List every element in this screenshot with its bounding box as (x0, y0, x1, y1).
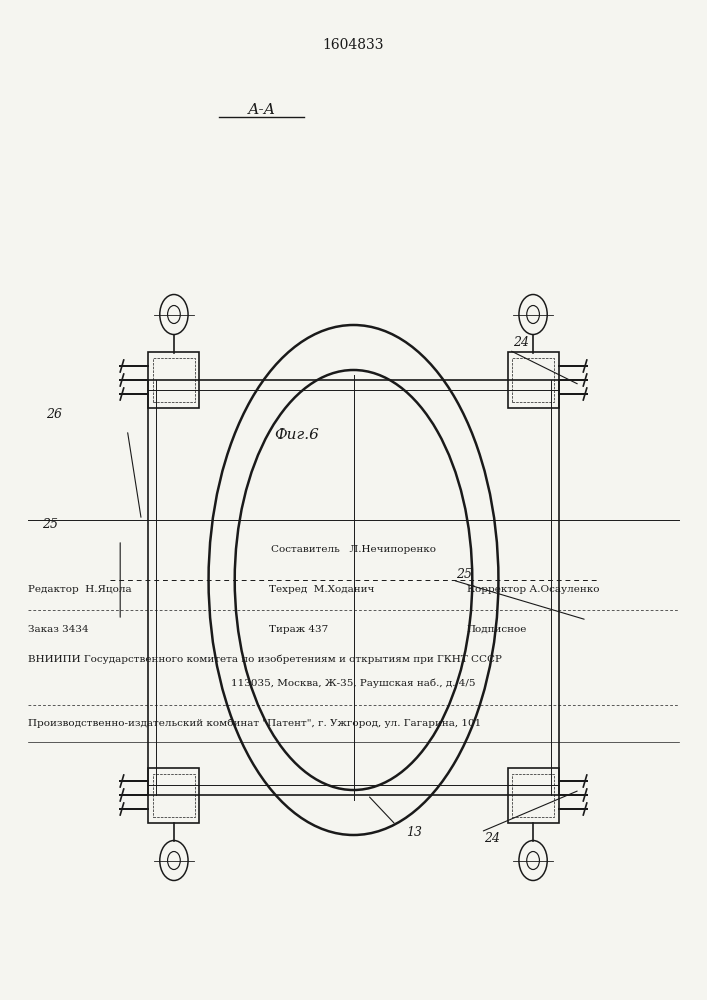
Text: 24: 24 (513, 336, 529, 349)
Bar (148, 768, 199, 822)
Text: 25: 25 (42, 518, 59, 532)
Text: Заказ 3434: Заказ 3434 (28, 625, 89, 634)
Text: Составитель   Л.Нечипоренко: Составитель Л.Нечипоренко (271, 545, 436, 554)
Text: Фиг.6: Фиг.6 (274, 428, 320, 442)
Text: 24: 24 (484, 832, 501, 844)
Bar (153, 359, 195, 401)
Text: ВНИИПИ Государственного комитета по изобретениям и открытиям при ГКНТ СССР: ВНИИПИ Государственного комитета по изоб… (28, 655, 502, 664)
Bar (508, 353, 559, 408)
Text: 113035, Москва, Ж-35, Раушская наб., д. 4/5: 113035, Москва, Ж-35, Раушская наб., д. … (231, 678, 476, 688)
Bar (512, 774, 554, 816)
Bar (508, 768, 559, 822)
Text: 1604833: 1604833 (323, 38, 384, 52)
Text: Редактор  Н.Яцола: Редактор Н.Яцола (28, 585, 132, 594)
Bar (148, 353, 199, 408)
Text: Корректор А.Осауленко: Корректор А.Осауленко (467, 585, 599, 594)
Text: А-А: А-А (247, 103, 276, 117)
Text: Производственно-издательский комбинат "Патент", г. Ужгород, ул. Гагарина, 101: Производственно-издательский комбинат "П… (28, 718, 481, 728)
Text: Техред  М.Хoданич: Техред М.Хoданич (269, 585, 374, 594)
Text: 25: 25 (456, 568, 472, 582)
Bar (153, 774, 195, 816)
Text: Подписное: Подписное (467, 625, 527, 634)
Text: Тираж 437: Тираж 437 (269, 625, 328, 634)
Text: 26: 26 (46, 408, 62, 422)
Bar (512, 359, 554, 401)
Text: 13: 13 (407, 826, 423, 838)
